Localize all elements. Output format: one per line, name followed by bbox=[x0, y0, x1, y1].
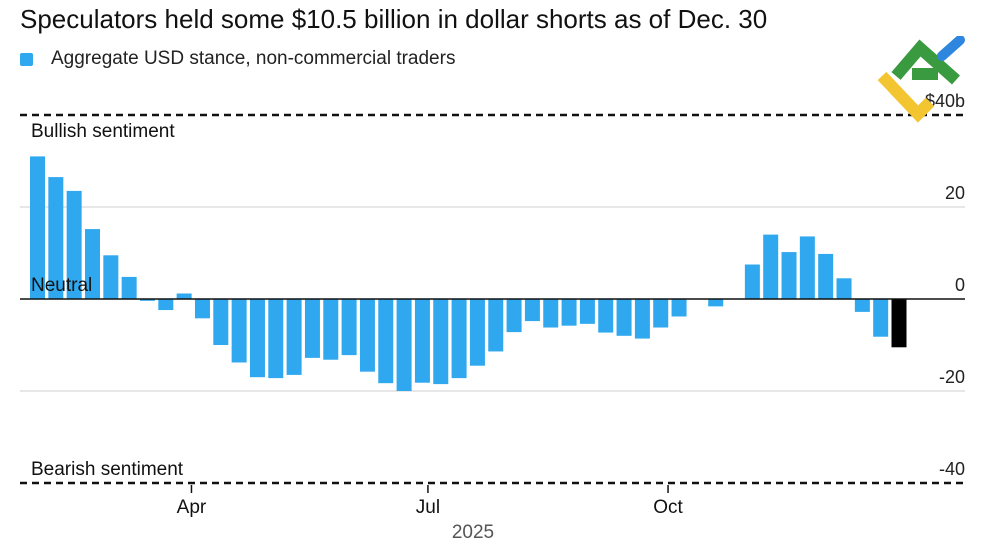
bar bbox=[268, 299, 284, 379]
legend-swatch bbox=[20, 52, 33, 66]
bar bbox=[359, 299, 375, 372]
bar bbox=[121, 276, 137, 299]
bar bbox=[634, 299, 650, 339]
legend-label: Aggregate USD stance, non-commercial tra… bbox=[51, 48, 456, 69]
bullish-sentiment-label: Bullish sentiment bbox=[31, 121, 175, 142]
bar bbox=[506, 299, 522, 333]
gridlines bbox=[20, 206, 965, 392]
bar bbox=[763, 234, 779, 299]
bar bbox=[836, 278, 852, 299]
x-axis-labels: Apr Jul Oct bbox=[177, 485, 684, 518]
bar-latest bbox=[891, 299, 907, 348]
y-tick-label: 0 bbox=[955, 275, 965, 295]
bearish-sentiment-label: Bearish sentiment bbox=[31, 459, 184, 480]
bar bbox=[579, 299, 595, 324]
bar bbox=[286, 299, 302, 375]
bar bbox=[103, 255, 119, 299]
x-tick-label: Oct bbox=[653, 497, 683, 518]
bar bbox=[139, 299, 155, 301]
bar bbox=[598, 299, 614, 333]
bar bbox=[781, 252, 797, 299]
bar bbox=[414, 299, 430, 383]
bar bbox=[561, 299, 577, 326]
bar bbox=[818, 253, 834, 299]
bar bbox=[524, 299, 540, 322]
bar bbox=[231, 299, 247, 363]
bar bbox=[653, 299, 669, 328]
bar bbox=[744, 264, 760, 299]
bar bbox=[304, 299, 320, 358]
chart-title: Speculators held some $10.5 billion in d… bbox=[20, 4, 768, 34]
neutral-label: Neutral bbox=[31, 275, 92, 296]
logo-blue-stroke bbox=[937, 36, 965, 61]
x-axis-title: 2025 bbox=[452, 522, 494, 543]
bar bbox=[616, 299, 632, 336]
bar bbox=[341, 299, 357, 356]
bar bbox=[249, 299, 265, 378]
bar bbox=[48, 177, 64, 299]
bar bbox=[543, 299, 559, 328]
legend: Aggregate USD stance, non-commercial tra… bbox=[20, 48, 455, 70]
y-tick-label: -40 bbox=[939, 459, 965, 479]
y-axis-labels: $40b 20 0 -20 -40 bbox=[925, 91, 965, 479]
bar bbox=[396, 299, 412, 391]
x-tick-label: Apr bbox=[177, 497, 207, 518]
bar bbox=[799, 236, 815, 299]
y-tick-label: -20 bbox=[939, 367, 965, 387]
bar bbox=[469, 299, 485, 366]
bar bbox=[433, 299, 449, 385]
bar bbox=[194, 299, 210, 319]
bar bbox=[323, 299, 339, 360]
y-tick-label: 20 bbox=[945, 183, 965, 203]
bar bbox=[176, 293, 192, 299]
bar bbox=[854, 299, 870, 312]
brand-logo-icon bbox=[877, 36, 965, 123]
reference-lines bbox=[20, 113, 965, 485]
bar bbox=[84, 229, 100, 299]
bar bbox=[378, 299, 394, 384]
bar bbox=[488, 299, 504, 352]
bar bbox=[671, 299, 687, 317]
logo-yellow-stroke bbox=[877, 71, 935, 123]
bar bbox=[66, 190, 82, 299]
bar bbox=[158, 299, 174, 311]
x-tick-label: Jul bbox=[416, 497, 440, 518]
bar bbox=[213, 299, 229, 345]
logo-green-stroke bbox=[891, 39, 960, 85]
bar bbox=[30, 156, 45, 299]
bar bbox=[708, 299, 724, 307]
bar bbox=[451, 299, 467, 379]
bar bbox=[873, 299, 889, 337]
y-tick-label: $40b bbox=[925, 91, 965, 111]
bars bbox=[30, 156, 907, 391]
